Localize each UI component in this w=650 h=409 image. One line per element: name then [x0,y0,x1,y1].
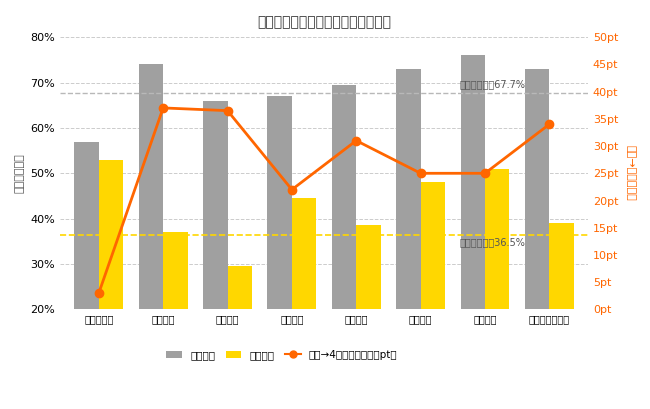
Bar [74,142,99,400]
Title: エリア別　３月・４月売上昨年対比: エリア別 ３月・４月売上昨年対比 [257,15,391,29]
Bar [203,101,228,400]
Y-axis label: 売上昨年対比: 売上昨年対比 [15,153,25,193]
Bar [485,169,510,400]
Bar [549,223,574,400]
Text: ３月全体昨対67.7%: ３月全体昨対67.7% [460,79,525,89]
Bar [396,69,421,400]
Y-axis label: ３月→４月落込値: ３月→４月落込値 [625,146,635,201]
Bar [525,69,549,400]
Bar [99,160,124,400]
Bar [332,85,356,400]
Text: ４月全体昨対36.5%: ４月全体昨対36.5% [460,237,525,247]
Bar [461,55,485,400]
Bar [227,266,252,400]
Bar [163,232,188,400]
Legend: ３月昨対, ４月昨対, ３月→4月落ち込み値（pt）: ３月昨対, ４月昨対, ３月→4月落ち込み値（pt） [162,346,402,364]
Bar [292,198,317,400]
Bar [267,96,292,400]
Bar [138,64,163,400]
Bar [421,182,445,400]
Bar [356,225,381,400]
